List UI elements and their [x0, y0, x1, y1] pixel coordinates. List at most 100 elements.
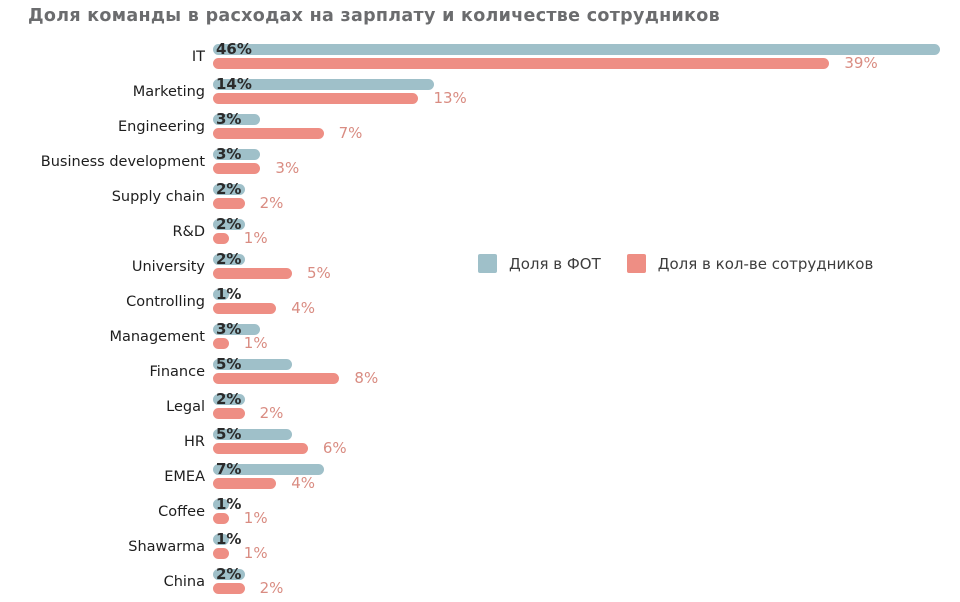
fot-bar-management	[213, 324, 261, 335]
fot-value-label-r-d: 2%	[216, 215, 242, 233]
fot-value-label-university: 2%	[216, 250, 242, 268]
count-value-label-china: 2%	[259, 579, 284, 597]
category-label-shawarma: Shawarma	[128, 538, 205, 555]
count-bar-coffee	[213, 513, 229, 524]
fot-bar-business-development	[213, 149, 261, 160]
bars-group-legal: 2% 2%	[213, 390, 940, 429]
fot-value-label-finance: 5%	[216, 355, 242, 373]
fot-value-label-it: 46%	[216, 40, 252, 58]
fot-bar-r-d	[213, 219, 245, 230]
fot-value-label-marketing: 14%	[216, 75, 252, 93]
count-bar-emea	[213, 478, 277, 489]
bars-group-hr: 5% 6%	[213, 425, 940, 464]
bars-group-shawarma: 1% 1%	[213, 530, 940, 569]
count-bar-supply-chain	[213, 198, 245, 209]
bars-group-china: 2% 2%	[213, 565, 940, 602]
plot-area: IT 46% 39% Marketing 14% 13% Engineering 3% 7% Bu…	[0, 40, 960, 602]
count-value-label-engineering: 7%	[338, 124, 363, 142]
chart-row-finance: Finance 5% 8%	[0, 355, 960, 394]
chart-row-management: Management 3% 1%	[0, 320, 960, 359]
count-value-label-shawarma: 1%	[243, 544, 268, 562]
fot-value-label-legal: 2%	[216, 390, 242, 408]
category-label-emea: EMEA	[164, 468, 205, 485]
category-label-controlling: Controlling	[126, 293, 205, 310]
fot-bar-supply-chain	[213, 184, 245, 195]
count-bar-finance	[213, 373, 340, 384]
count-value-label-coffee: 1%	[243, 509, 268, 527]
count-value-label-emea: 4%	[291, 474, 315, 492]
category-label-engineering: Engineering	[118, 118, 205, 135]
legend-label-count: Доля в кол-ве сотрудников	[657, 254, 874, 273]
category-label-supply-chain: Supply chain	[111, 188, 205, 205]
fot-bar-controlling	[213, 289, 229, 300]
category-label-legal: Legal	[166, 398, 205, 415]
count-value-label-business-development: 3%	[275, 159, 300, 177]
count-value-label-supply-chain: 2%	[259, 194, 284, 212]
chart-row-china: China 2% 2%	[0, 565, 960, 602]
count-bar-marketing	[213, 93, 419, 104]
chart-title: Доля команды в расходах на зарплату и ко…	[28, 6, 720, 26]
count-value-label-it: 39%	[844, 54, 878, 72]
category-label-marketing: Marketing	[132, 83, 205, 100]
category-label-university: University	[131, 258, 205, 275]
count-value-label-marketing: 13%	[433, 89, 467, 107]
chart-row-coffee: Coffee 1% 1%	[0, 495, 960, 534]
category-label-finance: Finance	[149, 363, 205, 380]
fot-value-label-china: 2%	[216, 565, 242, 583]
fot-bar-shawarma	[213, 534, 229, 545]
category-label-r-d: R&D	[172, 223, 205, 240]
fot-value-label-engineering: 3%	[216, 110, 242, 128]
chart-row-controlling: Controlling 1% 4%	[0, 287, 960, 324]
chart-row-engineering: Engineering 3% 7%	[0, 110, 960, 149]
chart-row-r-d: R&D 2% 1%	[0, 215, 960, 254]
fot-bar-marketing	[213, 79, 435, 90]
count-value-label-finance: 8%	[354, 369, 379, 387]
count-bar-management	[213, 338, 229, 349]
count-bar-controlling	[213, 303, 277, 314]
bars-group-engineering: 3% 7%	[213, 110, 940, 149]
fot-value-label-shawarma: 1%	[216, 530, 242, 548]
fot-bar-engineering	[213, 114, 261, 125]
chart-row-university: University 2% 5%	[0, 250, 960, 289]
count-bar-business-development	[213, 163, 261, 174]
category-label-management: Management	[109, 328, 205, 345]
fot-value-label-coffee: 1%	[216, 495, 242, 513]
count-value-label-hr: 6%	[322, 439, 347, 457]
fot-value-label-management: 3%	[216, 320, 242, 338]
fot-bar-emea	[213, 464, 324, 475]
count-bar-university	[213, 268, 293, 279]
fot-bar-it	[213, 44, 940, 55]
bars-group-emea: 7% 4%	[213, 460, 940, 499]
bars-group-finance: 5% 8%	[213, 355, 940, 394]
fot-bar-university	[213, 254, 245, 265]
chart-row-marketing: Marketing 14% 13%	[0, 75, 960, 114]
count-bar-hr	[213, 443, 308, 454]
count-bar-it	[213, 58, 830, 69]
category-label-china: China	[163, 573, 205, 590]
bars-group-coffee: 1% 1%	[213, 495, 940, 534]
chart-row-emea: EMEA 7% 4%	[0, 460, 960, 499]
count-bar-china	[213, 583, 245, 594]
category-label-coffee: Coffee	[158, 503, 205, 520]
category-label-business-development: Business development	[40, 153, 205, 170]
fot-value-label-hr: 5%	[216, 425, 242, 443]
fot-bar-finance	[213, 359, 293, 370]
fot-value-label-business-development: 3%	[216, 145, 242, 163]
bars-group-university: 2% 5%	[213, 250, 940, 289]
count-bar-shawarma	[213, 548, 229, 559]
count-bar-engineering	[213, 128, 324, 139]
chart-row-legal: Legal 2% 2%	[0, 390, 960, 429]
count-value-label-controlling: 4%	[291, 299, 315, 317]
fot-bar-hr	[213, 429, 293, 440]
chart-row-supply-chain: Supply chain 2% 2%	[0, 182, 960, 219]
bars-group-r-d: 2% 1%	[213, 215, 940, 254]
category-label-it: IT	[191, 48, 205, 65]
legend-swatch-fot-icon	[478, 254, 497, 273]
count-value-label-r-d: 1%	[243, 229, 268, 247]
bars-group-controlling: 1% 4%	[213, 287, 940, 324]
fot-value-label-emea: 7%	[216, 460, 242, 478]
count-value-label-university: 5%	[307, 264, 331, 282]
chart-row-hr: HR 5% 6%	[0, 425, 960, 464]
count-bar-legal	[213, 408, 245, 419]
